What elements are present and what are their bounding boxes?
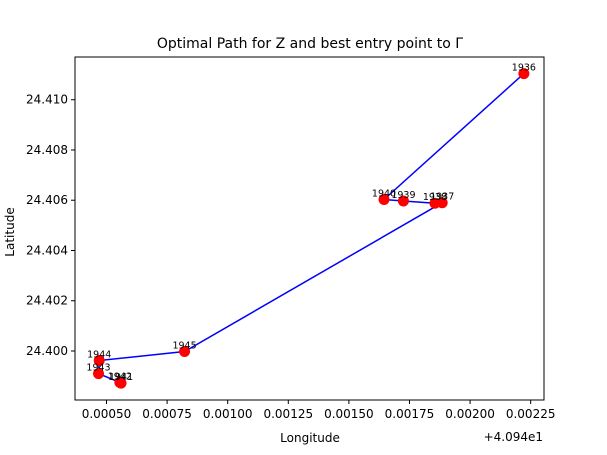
path-point-label: 1942 bbox=[108, 371, 132, 382]
y-axis: 24.400 24.402 24.404 24.406 24.408 24.410 bbox=[26, 93, 75, 358]
path-point-marker bbox=[93, 368, 105, 380]
path-point-marker bbox=[115, 377, 127, 389]
x-tick-label: 0.00175 bbox=[385, 407, 435, 421]
y-tick-label: 24.410 bbox=[26, 93, 68, 107]
x-tick-label: 0.00075 bbox=[142, 407, 192, 421]
path-series-line bbox=[97, 73, 525, 384]
chart-title: Optimal Path for Z and best entry point … bbox=[157, 36, 463, 52]
y-axis-label: Latitude bbox=[3, 207, 17, 256]
path-point-marker bbox=[397, 195, 409, 207]
path-point-label: 1937 bbox=[430, 192, 454, 203]
y-tick-label: 24.404 bbox=[26, 243, 68, 257]
x-tick-label: 0.00150 bbox=[324, 407, 374, 421]
path-point-label: 1940 bbox=[372, 188, 396, 199]
path-point-label: 1939 bbox=[391, 190, 415, 201]
path-point-label: 1936 bbox=[512, 63, 536, 74]
path-point-marker bbox=[179, 346, 191, 358]
x-tick-label: 0.00225 bbox=[506, 407, 556, 421]
path-point-label: 1945 bbox=[172, 341, 196, 352]
path-point-marker bbox=[93, 355, 105, 367]
path-point-label: 1941 bbox=[109, 372, 133, 383]
x-tick-label: 0.00100 bbox=[203, 407, 253, 421]
path-point-marker bbox=[436, 197, 448, 209]
x-axis: 0.00050 0.00075 0.00100 0.00125 0.00150 0.001… bbox=[82, 400, 556, 421]
path-point-marker bbox=[518, 68, 530, 80]
y-tick-label: 24.400 bbox=[26, 344, 68, 358]
path-point-label: 1943 bbox=[86, 363, 110, 374]
y-tick-label: 24.408 bbox=[26, 143, 68, 157]
y-tick-label: 24.402 bbox=[26, 294, 68, 308]
path-point-marker bbox=[378, 193, 390, 205]
x-axis-label: Longitude bbox=[280, 431, 340, 445]
x-tick-label: 0.00200 bbox=[445, 407, 495, 421]
y-tick-label: 24.406 bbox=[26, 193, 68, 207]
x-axis-offset-label: +4.094e1 bbox=[484, 430, 543, 444]
axes-frame bbox=[74, 56, 545, 401]
x-tick-label: 0.00125 bbox=[263, 407, 313, 421]
path-point-label: 1938 bbox=[423, 192, 447, 203]
path-point-label: 1944 bbox=[87, 350, 111, 361]
x-tick-label: 0.00050 bbox=[82, 407, 132, 421]
